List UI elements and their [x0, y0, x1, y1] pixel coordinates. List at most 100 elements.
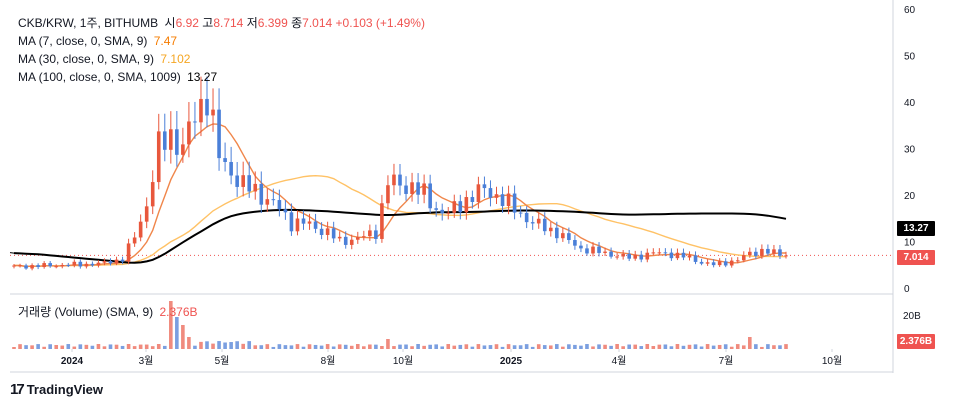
volume-bar: [585, 344, 589, 349]
volume-bar: [422, 345, 426, 349]
volume-bar: [150, 346, 155, 349]
candle-body: [343, 236, 348, 245]
candle-body: [12, 265, 16, 267]
last-price-tag: 7.014: [897, 250, 935, 265]
open-label: 시: [164, 16, 176, 30]
high-label: 고: [202, 16, 214, 30]
volume-bar: [66, 344, 71, 349]
candle-body: [772, 249, 776, 254]
candle-body: [651, 252, 656, 254]
volume-bar: [410, 346, 414, 349]
candle-body: [428, 183, 432, 209]
candle-body: [30, 265, 34, 269]
volume-bar: [609, 345, 613, 349]
candle-body: [542, 218, 547, 232]
volume-bar: [380, 346, 384, 349]
candle-body: [621, 253, 625, 257]
y-tick-label: 0: [904, 284, 910, 295]
candle-body: [313, 221, 318, 229]
tradingview-logo[interactable]: 17 TradingView: [10, 381, 103, 398]
volume-bar: [283, 345, 288, 349]
volume-bar: [597, 344, 601, 349]
candle-body: [591, 246, 595, 254]
candle-body: [675, 252, 680, 259]
volume-bar: [319, 345, 324, 349]
volume-bar: [760, 346, 764, 349]
x-tick-label: 2025: [500, 356, 523, 367]
candle-body: [705, 262, 710, 264]
x-tick-label: 3월: [139, 355, 154, 367]
volume-bar: [579, 345, 583, 349]
candle-body: [645, 252, 650, 260]
tradingview-brand-name: TradingView: [26, 382, 104, 397]
volume-bar: [645, 344, 650, 349]
volume-bar: [657, 344, 662, 349]
candle-body: [422, 183, 426, 195]
candle-body: [681, 252, 686, 258]
candle-body: [434, 208, 438, 210]
candle-body: [102, 260, 107, 263]
volume-bar: [633, 344, 638, 349]
close-value: 7.014: [302, 16, 333, 30]
volume-bar: [24, 345, 28, 349]
candle-body: [229, 161, 233, 176]
volume-bar: [555, 344, 559, 349]
ma7-legend: MA (7, close, 0, SMA, 9) 7.47: [18, 33, 177, 50]
candle-body: [235, 175, 239, 187]
volume-bar: [591, 346, 595, 349]
ma100-legend: MA (100, close, 0, SMA, 1009) 13.27: [18, 69, 217, 86]
change-value: +0.103 (+1.49%): [335, 16, 425, 30]
y-tick-label: 50: [904, 52, 916, 63]
volume-bar: [30, 345, 34, 349]
candle-body: [368, 230, 372, 237]
volume-bar: [36, 344, 40, 349]
candle-body: [597, 246, 601, 253]
candle-body: [452, 201, 457, 213]
candle-body: [446, 212, 451, 214]
candle-body: [223, 158, 227, 162]
candle-body: [18, 265, 22, 267]
candle-body: [482, 184, 487, 189]
y-tick-label: 30: [904, 145, 916, 156]
volume-bar: [144, 344, 149, 349]
volume-bar: [669, 346, 674, 349]
volume-bar: [223, 342, 227, 349]
volume-bar: [784, 344, 788, 349]
volume-bar: [331, 346, 336, 349]
volume-bar: [452, 345, 457, 349]
volume-bar: [440, 346, 445, 349]
x-tick-label: 7월: [719, 355, 734, 367]
volume-bar: [253, 345, 258, 349]
candle-body: [500, 194, 505, 207]
volume-bar: [211, 343, 215, 349]
candle-body: [380, 203, 384, 239]
candle-body: [24, 265, 28, 269]
volume-bar: [12, 347, 16, 349]
volume-bar: [536, 344, 541, 349]
candle-body: [241, 175, 245, 187]
candle-body: [362, 236, 366, 238]
volume-bar: [542, 345, 547, 349]
volume-bar: [162, 345, 167, 349]
volume-bar: [615, 344, 619, 349]
volume-bar: [175, 317, 179, 349]
volume-bar: [446, 344, 451, 349]
candle-body: [126, 243, 131, 262]
volume-bar: [639, 346, 644, 349]
volume-bar: [530, 346, 535, 349]
volume-bar: [18, 344, 22, 349]
candle-body: [657, 252, 662, 254]
volume-bar: [120, 345, 125, 349]
candle-body: [561, 233, 565, 239]
volume-bar: [114, 344, 119, 349]
y-tick-label: 20: [904, 191, 916, 202]
volume-bar: [181, 325, 185, 349]
volume-bar: [663, 344, 668, 349]
candle-body: [723, 261, 728, 266]
volume-bar: [754, 344, 758, 349]
ma30-value: 7.102: [160, 52, 191, 66]
ma30-label: MA (30, close, 0, SMA, 9): [18, 52, 155, 66]
candle-body: [144, 206, 149, 222]
volume-bar: [187, 337, 191, 349]
